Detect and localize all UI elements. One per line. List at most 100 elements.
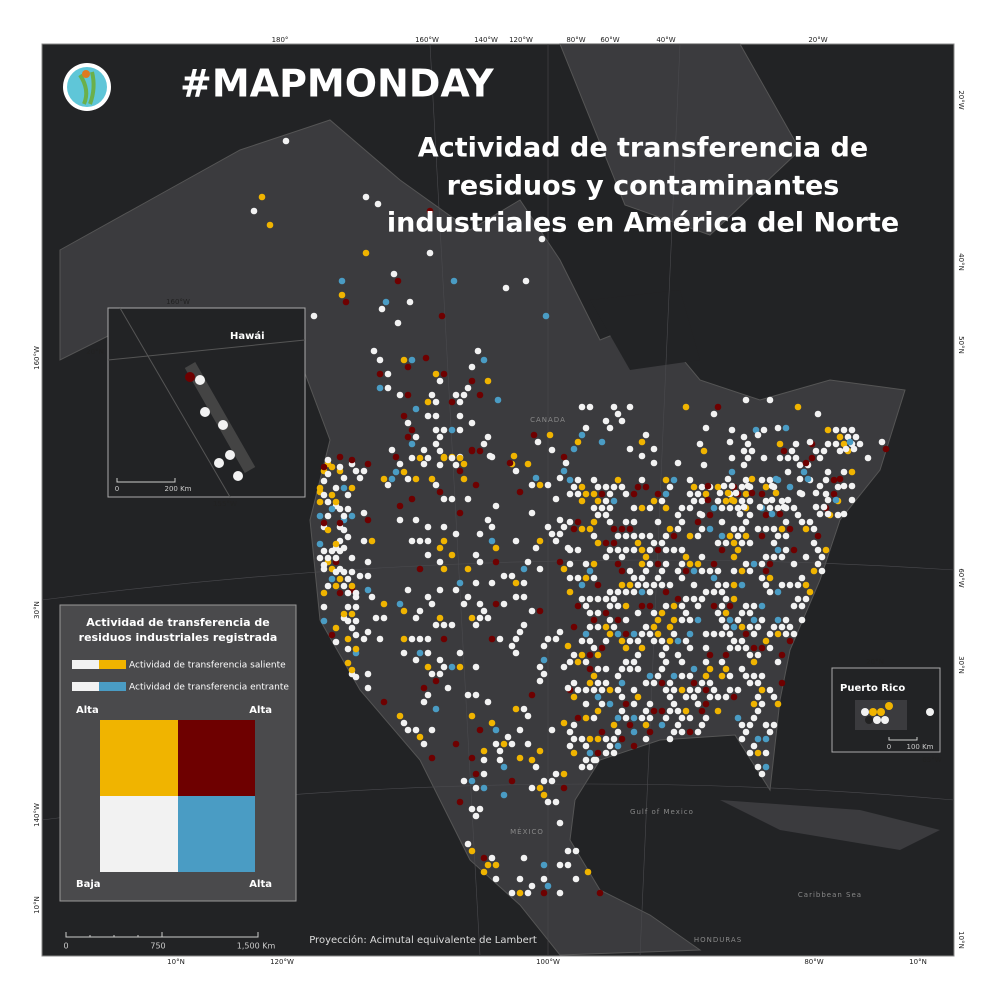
hexbin bbox=[758, 672, 766, 680]
hexbin bbox=[722, 497, 730, 505]
hexbin bbox=[400, 607, 408, 615]
hexbin bbox=[762, 749, 770, 757]
hexbin bbox=[570, 651, 578, 659]
hexbin bbox=[734, 686, 742, 694]
hexbin bbox=[740, 503, 748, 511]
hexbin bbox=[602, 609, 610, 617]
hexbin bbox=[630, 532, 638, 540]
hexbin bbox=[412, 405, 420, 413]
hexbin bbox=[626, 637, 634, 645]
hexbin bbox=[420, 698, 428, 706]
hexbin bbox=[630, 574, 638, 582]
hexbin bbox=[352, 617, 360, 625]
hexbin bbox=[468, 419, 476, 427]
hexbin bbox=[356, 572, 364, 580]
hexbin bbox=[762, 511, 770, 519]
hexbin bbox=[310, 312, 318, 320]
hexbin bbox=[448, 663, 456, 671]
hexbin bbox=[606, 588, 614, 596]
hexbin bbox=[710, 410, 718, 418]
hexbin bbox=[432, 677, 440, 685]
graticule-label: 80°W bbox=[804, 958, 823, 966]
hexbin bbox=[476, 726, 484, 734]
hexbin bbox=[468, 754, 476, 762]
hexbin bbox=[740, 447, 748, 455]
legend-corner-label: Alta bbox=[76, 705, 99, 716]
hexbin bbox=[544, 798, 552, 806]
hexbin bbox=[590, 714, 598, 722]
hexbin bbox=[758, 560, 766, 568]
hexbin bbox=[534, 438, 542, 446]
hexbin bbox=[698, 497, 706, 505]
hexbin bbox=[674, 707, 682, 715]
hexbin bbox=[694, 560, 702, 568]
hexbin bbox=[352, 645, 360, 653]
hexbin bbox=[622, 700, 630, 708]
hexbin bbox=[474, 347, 482, 355]
hexbin bbox=[654, 490, 662, 498]
caribbean-islands bbox=[720, 800, 940, 850]
hexbin bbox=[348, 624, 356, 632]
hexbin bbox=[772, 489, 780, 497]
hexbin bbox=[716, 489, 724, 497]
hexbin bbox=[638, 714, 646, 722]
hexbin bbox=[420, 446, 428, 454]
hexbin bbox=[790, 504, 798, 512]
hexbin bbox=[488, 635, 496, 643]
hexbin bbox=[590, 574, 598, 582]
hexbin bbox=[570, 749, 578, 757]
hexbin bbox=[508, 777, 516, 785]
hexbin bbox=[396, 712, 404, 720]
hexbin bbox=[742, 560, 750, 568]
hexbin bbox=[348, 554, 356, 562]
hexbin bbox=[574, 686, 582, 694]
hexbin bbox=[502, 284, 510, 292]
hexbin bbox=[678, 518, 686, 526]
hexbin bbox=[436, 614, 444, 622]
hexbin bbox=[650, 623, 658, 631]
hexbin bbox=[464, 384, 472, 392]
hexbin bbox=[722, 595, 730, 603]
hexbin bbox=[718, 602, 726, 610]
hexbin bbox=[832, 440, 840, 448]
hexbin bbox=[436, 558, 444, 566]
hexbin bbox=[654, 630, 662, 638]
inset-hex bbox=[877, 708, 885, 716]
hexbin bbox=[544, 523, 552, 531]
hexbin bbox=[798, 574, 806, 582]
graticule-label: 30°N bbox=[957, 656, 965, 674]
hexbin bbox=[662, 714, 670, 722]
hexbin bbox=[658, 581, 666, 589]
inset-graticule-label: 65°W bbox=[922, 756, 941, 764]
hexbin bbox=[750, 602, 758, 610]
hexbin bbox=[540, 791, 548, 799]
hexbin bbox=[338, 291, 346, 299]
hexbin bbox=[408, 356, 416, 364]
hexbin bbox=[348, 568, 356, 576]
hexbin bbox=[758, 686, 766, 694]
hexbin bbox=[464, 495, 472, 503]
hexbin bbox=[602, 483, 610, 491]
hexbin bbox=[536, 481, 544, 489]
hexbin bbox=[802, 525, 810, 533]
graticule-label: 50°N bbox=[957, 336, 965, 354]
hexbin bbox=[610, 483, 618, 491]
hexbin bbox=[750, 742, 758, 750]
hexbin bbox=[320, 603, 328, 611]
hexbin bbox=[552, 770, 560, 778]
hexbin bbox=[742, 630, 750, 638]
graticule-label: 10°N bbox=[909, 958, 927, 966]
hexbin bbox=[540, 642, 548, 650]
hexbin bbox=[646, 532, 654, 540]
hexbin bbox=[878, 438, 886, 446]
hexbin bbox=[806, 588, 814, 596]
hexbin bbox=[698, 721, 706, 729]
hexbin bbox=[340, 474, 348, 482]
hexbin bbox=[364, 628, 372, 636]
hexbin bbox=[864, 454, 872, 462]
hexbin bbox=[622, 616, 630, 624]
hexbin bbox=[666, 581, 674, 589]
hexbin bbox=[488, 523, 496, 531]
hexbin bbox=[376, 356, 384, 364]
hexbin bbox=[710, 588, 718, 596]
